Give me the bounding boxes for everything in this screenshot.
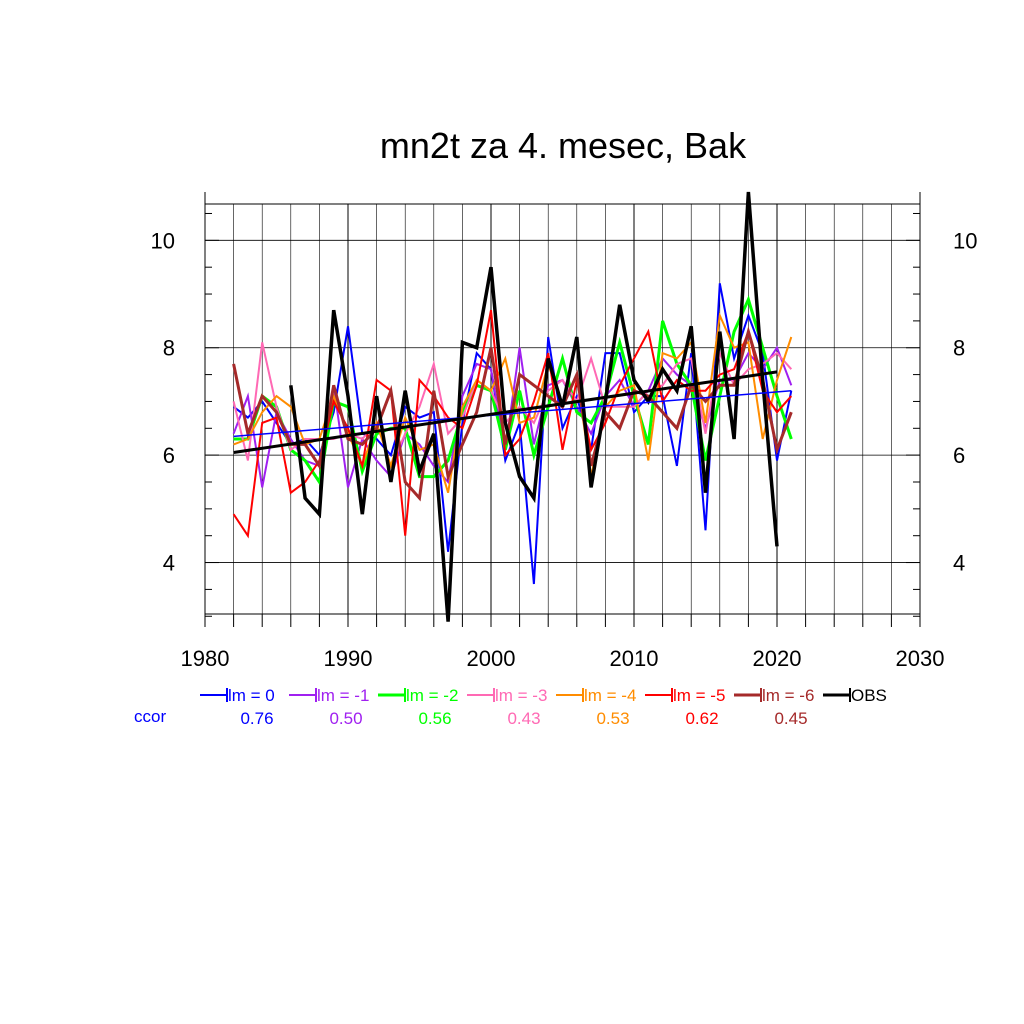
x-tick-label: 1990 (324, 646, 373, 671)
series-layer (232, 191, 793, 622)
y-tick-label-left: 6 (163, 443, 175, 468)
trend-line-obs-trend (233, 370, 778, 454)
legend-item: lm = -2 0.56 (378, 686, 458, 728)
legend-label: lm = 0 (228, 686, 275, 705)
legend-label: lm = -1 (317, 686, 369, 705)
legend-item: lm = 0 0.76 (200, 686, 275, 728)
legend-label: lm = -3 (495, 686, 547, 705)
x-tick-label: 2030 (896, 646, 945, 671)
y-tick-label-right: 10 (953, 228, 977, 253)
axes: 4 4 6 6 8 8 10 10 1980 1990 2000 2010 2020 2030 (151, 192, 977, 671)
legend-label: lm = -2 (406, 686, 458, 705)
legend-item: lm = -1 0.50 (289, 686, 369, 728)
y-tick-label-left: 4 (163, 551, 175, 576)
trend-line-lm-0-trend (233, 389, 792, 438)
legend-label: lm = -4 (584, 686, 636, 705)
legend-item: lm = -4 0.53 (556, 686, 636, 728)
ccor-value: 0.43 (507, 709, 540, 728)
ccor-value: 0.53 (596, 709, 629, 728)
ccor-value: 0.56 (418, 709, 451, 728)
series-line-obs (289, 191, 779, 622)
legend-label: lm = -6 (762, 686, 814, 705)
ccor-value: 0.45 (774, 709, 807, 728)
legend-item: lm = -6 0.45 (734, 686, 814, 728)
legend-label: lm = -5 (673, 686, 725, 705)
legend-item: lm = -3 0.43 (467, 686, 547, 728)
x-tick-label: 2020 (753, 646, 802, 671)
legend: lm = 0 0.76 lm = -1 0.50 lm = -2 0.56 lm = -3 0… (134, 686, 887, 728)
ccor-value: 0.76 (240, 709, 273, 728)
series-line-lm-0 (232, 283, 793, 585)
legend-label: OBS (851, 686, 887, 705)
y-tick-label-right: 6 (953, 443, 965, 468)
y-tick-label-right: 8 (953, 336, 965, 361)
legend-item: OBS (823, 686, 887, 705)
x-tick-label: 1980 (181, 646, 230, 671)
ccor-label: ccor (134, 707, 166, 726)
chart-title: mn2t za 4. mesec, Bak (380, 125, 747, 166)
x-tick-label: 2010 (610, 646, 659, 671)
ccor-value: 0.50 (329, 709, 362, 728)
y-tick-label-left: 10 (151, 228, 175, 253)
y-tick-label-left: 8 (163, 336, 175, 361)
y-tick-label-right: 4 (953, 551, 965, 576)
legend-item: lm = -5 0.62 (645, 686, 725, 728)
ccor-value: 0.62 (685, 709, 718, 728)
x-tick-label: 2000 (467, 646, 516, 671)
